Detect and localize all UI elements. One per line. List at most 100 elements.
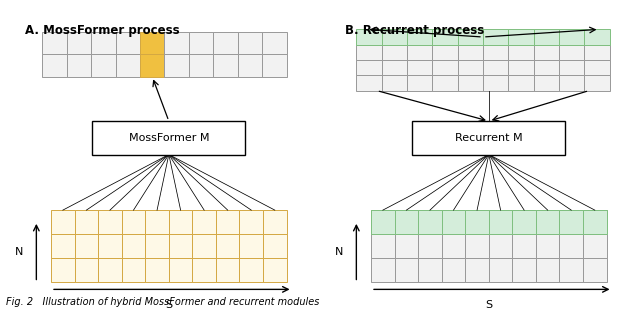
Bar <box>583 258 607 282</box>
Bar <box>458 75 483 91</box>
Text: A. MossFormer process: A. MossFormer process <box>24 24 179 37</box>
Bar <box>465 258 489 282</box>
Bar <box>407 60 432 75</box>
Bar <box>407 44 432 60</box>
Bar <box>92 121 245 154</box>
Bar <box>442 258 465 282</box>
Bar <box>216 234 239 258</box>
Bar <box>534 60 559 75</box>
Text: Recurrent M: Recurrent M <box>455 133 523 143</box>
Bar <box>465 210 489 234</box>
Bar <box>213 54 237 77</box>
Bar <box>262 32 287 54</box>
Bar <box>75 258 98 282</box>
Bar <box>412 121 565 154</box>
Bar <box>407 75 432 91</box>
Bar <box>584 60 609 75</box>
Bar <box>465 234 489 258</box>
Bar <box>432 75 458 91</box>
Bar <box>489 210 513 234</box>
Bar <box>145 234 169 258</box>
Text: B. Recurrent process: B. Recurrent process <box>344 24 484 37</box>
Bar <box>262 54 287 77</box>
Bar <box>584 44 609 60</box>
Bar <box>418 258 442 282</box>
Bar <box>489 210 513 234</box>
Bar <box>381 44 407 60</box>
Bar <box>536 210 559 234</box>
Bar <box>513 258 536 282</box>
Bar <box>508 75 534 91</box>
Bar <box>458 44 483 60</box>
Bar <box>145 258 169 282</box>
Bar <box>98 258 122 282</box>
Bar <box>193 210 216 234</box>
Bar <box>584 29 609 44</box>
Bar <box>216 210 239 234</box>
Bar <box>237 54 262 77</box>
Bar <box>145 210 169 234</box>
Bar <box>356 60 381 75</box>
Bar <box>122 210 145 234</box>
Bar <box>371 234 395 258</box>
Bar <box>583 234 607 258</box>
Bar <box>432 44 458 60</box>
Bar <box>169 210 193 234</box>
Bar <box>51 210 75 234</box>
Bar <box>536 258 559 282</box>
Bar <box>51 258 75 282</box>
Bar <box>418 210 442 234</box>
Bar <box>458 29 483 44</box>
Bar <box>239 258 263 282</box>
Bar <box>508 29 534 44</box>
Bar <box>164 54 189 77</box>
Bar <box>51 234 75 258</box>
Bar <box>381 29 407 44</box>
Bar <box>432 29 458 44</box>
Bar <box>116 54 140 77</box>
Bar <box>583 210 607 234</box>
Bar <box>465 210 489 234</box>
Bar <box>513 234 536 258</box>
Bar <box>67 32 91 54</box>
Bar <box>442 210 465 234</box>
Bar <box>418 234 442 258</box>
Bar <box>239 210 263 234</box>
Bar <box>442 234 465 258</box>
Bar <box>559 29 584 44</box>
Text: N: N <box>15 247 23 257</box>
Text: MossFormer M: MossFormer M <box>129 133 209 143</box>
Bar <box>122 234 145 258</box>
Bar <box>458 60 483 75</box>
Bar <box>559 60 584 75</box>
Bar <box>513 210 536 234</box>
Bar <box>432 60 458 75</box>
Bar <box>193 258 216 282</box>
Bar <box>483 75 508 91</box>
Bar <box>489 258 513 282</box>
Bar <box>371 210 395 234</box>
Bar <box>42 54 67 77</box>
Bar <box>483 29 508 44</box>
Bar <box>371 210 395 234</box>
Bar <box>395 210 418 234</box>
Bar <box>483 44 508 60</box>
Bar <box>559 234 583 258</box>
Bar <box>91 32 116 54</box>
Bar <box>116 32 140 54</box>
Bar <box>140 32 164 54</box>
Bar <box>356 75 381 91</box>
Bar <box>395 234 418 258</box>
Text: S: S <box>485 300 492 309</box>
Bar <box>534 44 559 60</box>
Bar <box>583 210 607 234</box>
Bar <box>508 44 534 60</box>
Bar <box>536 234 559 258</box>
Bar <box>442 210 465 234</box>
Bar <box>407 29 432 44</box>
Bar <box>91 54 116 77</box>
Bar <box>559 210 583 234</box>
Bar <box>534 75 559 91</box>
Bar <box>237 32 262 54</box>
Bar <box>189 54 213 77</box>
